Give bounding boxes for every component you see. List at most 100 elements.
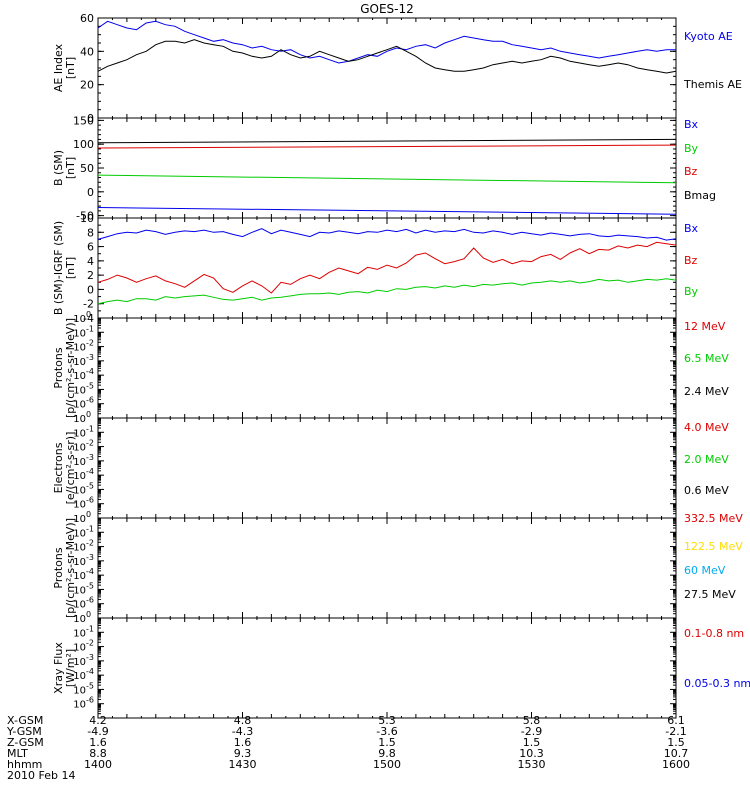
panel-frame [97, 417, 677, 519]
y-tick-label: 4 [87, 255, 94, 268]
panel-frame [97, 617, 677, 719]
y-tick-exponent: -6 [86, 496, 94, 505]
y-tick-exponent: -4 [86, 567, 94, 576]
y-axis-unit: [nT] [64, 257, 77, 279]
x-axis-value: -2.1 [665, 725, 686, 738]
y-axis-label: B (SM)-IGRF (SM) [52, 221, 65, 315]
y-tick-label: 10 [73, 414, 86, 425]
y-tick-label: 2 [87, 269, 94, 282]
panel-frame [97, 317, 677, 419]
legend-entry: 0.6 MeV [684, 484, 729, 497]
y-axis-label: AE Index [52, 43, 65, 92]
y-tick-label: 10 [73, 643, 86, 654]
y-tick-label: -50 [76, 210, 94, 223]
x-axis-value: 1600 [662, 758, 690, 771]
y-tick-exponent: -3 [86, 453, 94, 462]
x-axis-value: 8.8 [89, 747, 107, 760]
series-line-bx [97, 228, 677, 241]
y-tick-label: 10 [73, 600, 86, 611]
y-tick-label: 150 [73, 114, 94, 127]
legend-entry: 2.0 MeV [684, 453, 729, 466]
y-axis-label: Electrons [52, 442, 65, 493]
y-tick-label: -4 [83, 312, 94, 325]
x-axis-value: 1.6 [234, 736, 252, 749]
y-tick-label: 10 [73, 428, 86, 439]
x-axis-value: 5.8 [523, 714, 541, 727]
y-tick-label: 10 [73, 457, 86, 468]
y-tick-label: 10 [73, 443, 86, 454]
y-axis-unit: [e/(cm²-s-sr)] [64, 432, 77, 505]
y-tick-label: 0 [87, 283, 94, 296]
x-axis-row-label: hhmm [7, 758, 42, 771]
y-tick-label: 10 [73, 543, 86, 554]
y-axis-unit: [p/(cm²-s-sr-MeV)] [64, 318, 77, 418]
y-tick-label: 0 [87, 112, 94, 125]
y-tick-label: 10 [73, 485, 86, 496]
panel-frame [97, 117, 677, 219]
y-tick-label: 10 [73, 585, 86, 596]
legend-entry: 12 MeV [684, 320, 726, 333]
series-line-bz [97, 241, 677, 294]
y-tick-exponent: -5 [86, 681, 94, 690]
x-axis-value: 10.7 [664, 747, 689, 760]
panel-1: 0 20 40 60 AE Index [nT] Kyoto AE Themis AE [52, 12, 742, 125]
series-line-bz [97, 144, 677, 149]
y-tick-label: 0 [87, 186, 94, 199]
y-tick-exponent: -1 [86, 524, 94, 533]
x-axis-value: 1530 [518, 758, 546, 771]
x-axis-value: 5.3 [378, 714, 396, 727]
x-axis-value: 1400 [84, 758, 112, 771]
y-tick-label: 10 [73, 314, 86, 325]
y-tick-exponent: -6 [86, 696, 94, 705]
legend-entry: 332.5 MeV [684, 512, 743, 525]
y-tick-exponent: -2 [86, 439, 94, 448]
panel-frame [97, 17, 677, 119]
y-tick-label: 10 [73, 700, 86, 711]
y-tick-label: 100 [73, 138, 94, 151]
x-axis-value: 10.3 [519, 747, 544, 760]
y-tick-label: 10 [73, 514, 86, 525]
legend-entry: 2.4 MeV [684, 385, 729, 398]
y-tick-label: 10 [73, 328, 86, 339]
x-axis-value: 1.5 [667, 736, 685, 749]
series-line-bx [97, 207, 677, 215]
y-tick-label: 10 [73, 671, 86, 682]
y-tick-label: 10 [80, 212, 94, 225]
x-axis-annotation: X-GSMY-GSMZ-GSMMLThhmm4.2-4.91.68.814004… [6, 714, 690, 782]
series-line-themis-ae [97, 39, 677, 74]
x-ticks [97, 418, 677, 518]
x-ticks [97, 618, 677, 718]
y-tick-exponent: 0 [86, 410, 91, 419]
legend-entry: By [684, 285, 699, 298]
x-axis-value: 4.8 [234, 714, 252, 727]
legend-entry: 122.5 MeV [684, 540, 743, 553]
y-tick-exponent: -3 [86, 353, 94, 362]
x-axis-value: 9.3 [234, 747, 252, 760]
y-tick-label: 20 [80, 79, 94, 92]
legend-entry: Bx [684, 222, 699, 235]
y-axis-label: B (SM) [52, 150, 65, 186]
y-tick-label: 10 [73, 343, 86, 354]
x-axis-value: 4.2 [89, 714, 107, 727]
x-ticks [97, 518, 677, 618]
y-tick-label: 10 [73, 500, 86, 511]
y-tick-label: 10 [73, 371, 86, 382]
x-axis-value: 1.5 [523, 736, 541, 749]
y-tick-label: 10 [73, 357, 86, 368]
y-tick-label: 60 [80, 12, 94, 25]
y-tick-label: 50 [80, 162, 94, 175]
legend-entry: Bmag [684, 189, 716, 202]
y-tick-label: 10 [73, 557, 86, 568]
y-axis-unit: [p/(cm²-s-sr-MeV)] [64, 518, 77, 618]
y-tick-exponent: -5 [86, 381, 94, 390]
y-axis-label: Protons [52, 547, 65, 588]
panel-frame [97, 217, 677, 319]
legend-entry: 6.5 MeV [684, 352, 729, 365]
series-line-by [97, 278, 677, 305]
legend-entry: Themis AE [683, 78, 742, 91]
